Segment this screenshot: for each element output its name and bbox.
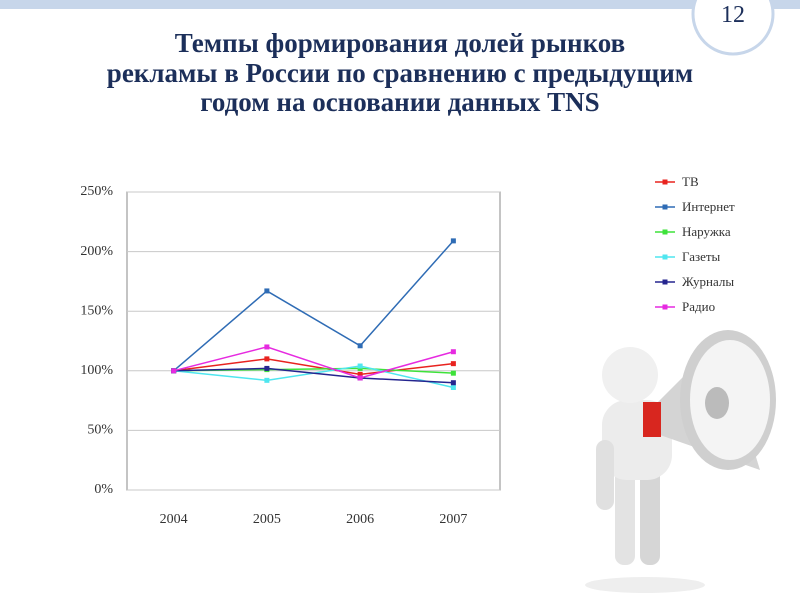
point-marker [450,361,456,367]
point-marker [450,238,456,244]
plot-frame [126,191,501,491]
legend-label: ТВ [682,174,699,189]
title-line: рекламы в России по сравнению с предыдущ… [107,58,693,88]
point-marker [450,370,456,376]
legend-marker [662,179,668,185]
series-line [173,367,454,384]
legend-label: Журналы [682,274,734,289]
legend-marker [662,229,668,235]
y-tick-label: 50% [87,423,113,438]
point-marker [357,375,363,381]
megaphone-figure [585,330,776,593]
point-marker [264,377,270,383]
x-tick-label: 2005 [253,512,281,527]
y-tick-label: 250% [80,184,113,199]
point-marker [450,349,456,355]
series-line [173,346,454,379]
legend-label: Наружка [682,224,731,239]
point-marker [171,368,177,374]
point-marker [264,356,270,362]
y-tick-label: 150% [80,303,113,318]
point-marker [264,365,270,371]
title-line: Темпы формирования долей рынков [175,28,625,58]
legend-label: Газеты [682,249,721,264]
legend-label: Радио [682,299,715,314]
series-line [173,240,454,372]
legend-marker [662,304,668,310]
x-tick-label: 2006 [346,512,374,527]
title-line: годом на основании данных TNS [200,87,599,117]
x-tick-label: 2004 [160,512,188,527]
legend-marker [662,204,668,210]
point-marker [264,288,270,294]
top-bar [0,0,800,9]
y-tick-label: 0% [94,482,113,497]
point-marker [357,363,363,369]
point-marker [357,343,363,349]
series-line [173,358,454,376]
point-marker [357,371,363,377]
legend-label: Интернет [682,199,735,214]
y-tick-label: 100% [80,363,113,378]
slide-number: 12 [721,2,745,28]
legend-marker [662,279,668,285]
x-tick-label: 2007 [439,512,467,527]
point-marker [264,344,270,350]
legend-marker [662,254,668,260]
y-tick-label: 200% [80,244,113,259]
point-marker [450,380,456,386]
point-marker [450,384,456,390]
number-badge [691,0,775,56]
